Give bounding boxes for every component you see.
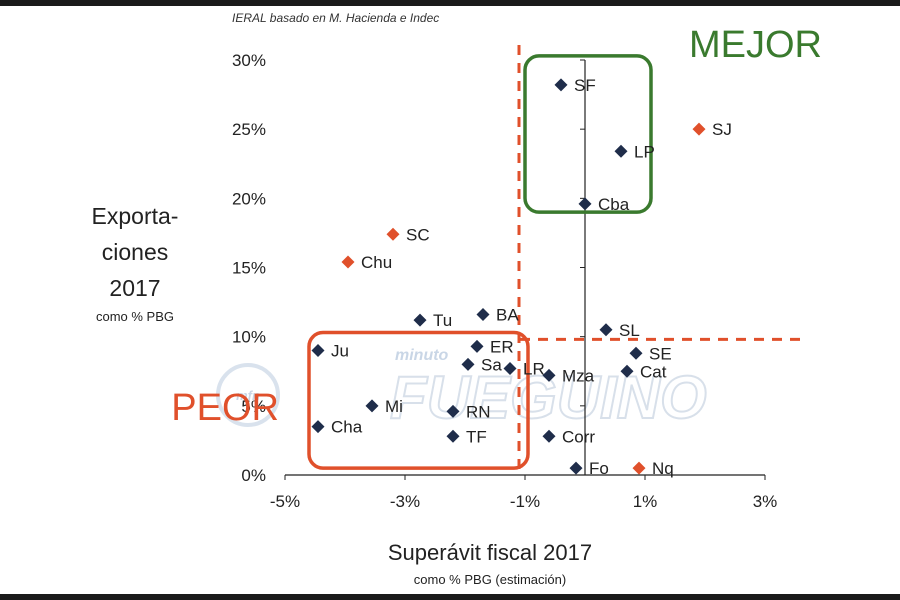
point-label-mza: Mza	[562, 366, 595, 385]
point-label-mi: Mi	[385, 397, 403, 416]
point-marker-rn	[446, 404, 460, 418]
x-tick-label: 3%	[753, 492, 778, 511]
point-label-sc: SC	[406, 225, 430, 244]
zone-box-peor	[307, 330, 530, 470]
watermark-badge-ring	[216, 363, 280, 427]
point-label-er: ER	[490, 337, 514, 356]
point-label-sj: SJ	[712, 120, 732, 139]
point-marker-sl	[599, 323, 613, 337]
y-tick-label: 25%	[232, 120, 266, 139]
point-label-fo: Fo	[589, 459, 609, 478]
x-tick-label: -3%	[390, 492, 420, 511]
point-marker-ju	[311, 344, 325, 357]
point-marker-cba	[578, 197, 592, 211]
x-tick-label: 1%	[633, 492, 658, 511]
top-frame-bar	[0, 0, 900, 6]
point-label-lr: LR	[523, 359, 545, 378]
y-axis-title-line-1: Exporta-	[91, 203, 179, 229]
point-marker-er	[470, 339, 484, 353]
y-axis-title-line-2: ciones	[101, 239, 169, 265]
x-tick-label: -1%	[510, 492, 540, 511]
zones-layer: MEJOR PEOR	[171, 24, 822, 470]
point-marker-tf	[446, 429, 460, 443]
watermark-badge-text: mfn	[236, 388, 260, 403]
point-marker-lp	[614, 144, 628, 158]
point-label-sa: Sa	[481, 355, 502, 374]
y-tick-label: 20%	[232, 189, 266, 208]
point-marker-cha	[311, 420, 325, 434]
point-label-chu: Chu	[361, 253, 392, 272]
y-tick-label: 5%	[241, 397, 266, 416]
point-marker-chu	[341, 255, 355, 269]
y-tick-label: 15%	[232, 259, 266, 278]
point-marker-sc	[386, 227, 400, 241]
point-label-ju: Ju	[331, 342, 349, 361]
point-marker-fo	[569, 461, 583, 475]
point-marker-tu	[413, 313, 427, 327]
zone-box-mejor	[523, 54, 653, 214]
point-label-rn: RN	[466, 402, 491, 421]
point-label-nq: Nq	[652, 459, 674, 478]
point-label-cba: Cba	[598, 195, 630, 214]
point-label-sf: SF	[574, 76, 596, 95]
point-marker-lr	[503, 361, 517, 375]
watermark-prefix: minuto	[395, 347, 449, 364]
point-label-tu: Tu	[433, 311, 452, 330]
bottom-frame-bar	[0, 594, 900, 600]
zone-label-mejor: MEJOR	[689, 24, 822, 66]
point-label-se: SE	[649, 344, 672, 363]
point-marker-corr	[542, 429, 556, 443]
point-marker-mza	[542, 368, 556, 382]
point-marker-ba	[476, 308, 490, 322]
x-axis-title: Superávit fiscal 2017	[387, 540, 593, 565]
y-tick-label: 10%	[232, 328, 266, 347]
point-marker-nq	[632, 461, 646, 475]
y-axis-subtitle: como % PBG	[95, 309, 175, 324]
point-label-tf: TF	[466, 427, 487, 446]
point-marker-mi	[365, 399, 379, 413]
source-note: IERAL basado en M. Hacienda e Indec	[232, 11, 440, 25]
zone-label-peor: PEOR	[171, 387, 279, 429]
point-label-sl: SL	[619, 321, 640, 340]
point-label-lp: LP	[634, 142, 655, 161]
y-tick-label: 30%	[232, 51, 266, 70]
point-label-cha: Cha	[331, 418, 363, 437]
x-tick-label: -5%	[270, 492, 300, 511]
point-label-corr: Corr	[562, 427, 595, 446]
point-marker-sj	[692, 122, 706, 136]
x-axis-subtitle: como % PBG (estimación)	[413, 572, 567, 587]
point-marker-sf	[554, 78, 568, 92]
y-tick-label: 0%	[241, 466, 266, 485]
point-label-ba: BA	[496, 306, 519, 325]
point-label-cat: Cat	[640, 362, 667, 381]
point-marker-se	[629, 346, 643, 360]
point-marker-cat	[620, 364, 634, 378]
point-marker-sa	[461, 357, 475, 371]
y-axis-title-line-3: 2017	[109, 275, 161, 301]
axes-layer: -5% -3% -1% 1% 3% 0% 5% 10% 15% 20% 25% 30%	[232, 45, 800, 511]
y-axis-title: Exporta- ciones 2017 como % PBG	[60, 198, 210, 326]
